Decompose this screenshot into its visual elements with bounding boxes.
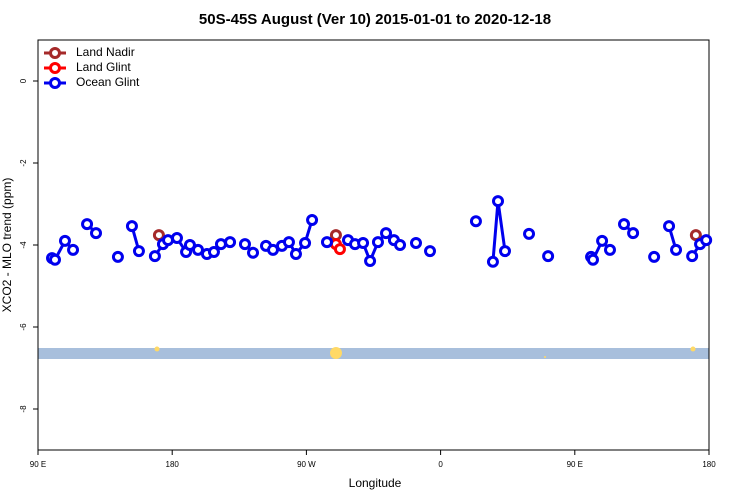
- point: [214, 238, 227, 251]
- point: [492, 195, 505, 208]
- point: [90, 227, 103, 240]
- point: [111, 250, 124, 263]
- point: [380, 227, 393, 240]
- land-dot: [330, 347, 342, 359]
- point: [266, 243, 279, 256]
- x-axis-title: Longitude: [349, 476, 402, 490]
- point: [58, 234, 71, 247]
- x-tick-label: 180: [166, 460, 180, 469]
- point: [618, 218, 631, 231]
- point: [424, 245, 437, 258]
- point: [499, 245, 512, 258]
- point: [409, 236, 422, 249]
- point: [596, 234, 609, 247]
- legend-marker: [49, 47, 61, 59]
- chart-title: 50S-45S August (Ver 10) 2015-01-01 to 20…: [199, 11, 551, 28]
- y-tick-label: -4: [19, 241, 28, 249]
- point: [170, 232, 183, 245]
- x-tick-label: 0: [438, 460, 443, 469]
- y-tick-label: -6: [19, 323, 28, 331]
- point: [207, 245, 220, 258]
- point: [357, 236, 370, 249]
- point: [224, 236, 237, 249]
- legend-label: Ocean Glint: [76, 75, 140, 89]
- point: [125, 220, 138, 233]
- point: [394, 239, 407, 251]
- point: [689, 229, 702, 242]
- point: [289, 248, 302, 261]
- point: [247, 246, 260, 259]
- point: [700, 234, 713, 247]
- x-tick-label: 90 E: [567, 460, 583, 469]
- point: [542, 250, 555, 263]
- point: [648, 250, 661, 263]
- land-dot: [544, 356, 546, 358]
- point: [469, 215, 482, 228]
- point: [486, 255, 499, 268]
- point: [238, 238, 251, 251]
- point: [364, 254, 377, 267]
- point: [282, 236, 295, 249]
- legend-label: Land Glint: [76, 60, 131, 74]
- legend-label: Land Nadir: [76, 45, 135, 59]
- legend-marker: [49, 77, 61, 89]
- y-tick-label: -8: [19, 405, 28, 413]
- x-tick-label: 180: [702, 460, 716, 469]
- point: [299, 236, 312, 249]
- point: [586, 253, 599, 266]
- x-tick-label: 90 E: [30, 460, 46, 469]
- point: [320, 236, 333, 249]
- legend-marker: [49, 62, 61, 74]
- point: [333, 243, 346, 256]
- y-tick-label: -2: [19, 159, 28, 167]
- point: [663, 220, 676, 233]
- y-axis-title: XCO2 - MLO trend (ppm): [0, 178, 14, 313]
- point: [686, 250, 699, 263]
- point: [670, 243, 683, 256]
- point: [523, 227, 536, 240]
- point: [48, 253, 61, 266]
- point: [148, 250, 161, 263]
- land-dot: [690, 346, 696, 352]
- point: [67, 243, 80, 256]
- point: [371, 236, 384, 249]
- point: [81, 218, 94, 231]
- land-dot: [154, 346, 160, 352]
- land-band: [38, 348, 709, 359]
- y-tick-label: 0: [19, 78, 28, 83]
- point: [132, 245, 145, 258]
- point: [191, 243, 204, 256]
- point: [627, 227, 640, 240]
- point: [603, 243, 616, 256]
- point: [306, 213, 319, 226]
- x-tick-label: 90 W: [297, 460, 316, 469]
- point: [152, 229, 165, 242]
- point: [183, 239, 196, 251]
